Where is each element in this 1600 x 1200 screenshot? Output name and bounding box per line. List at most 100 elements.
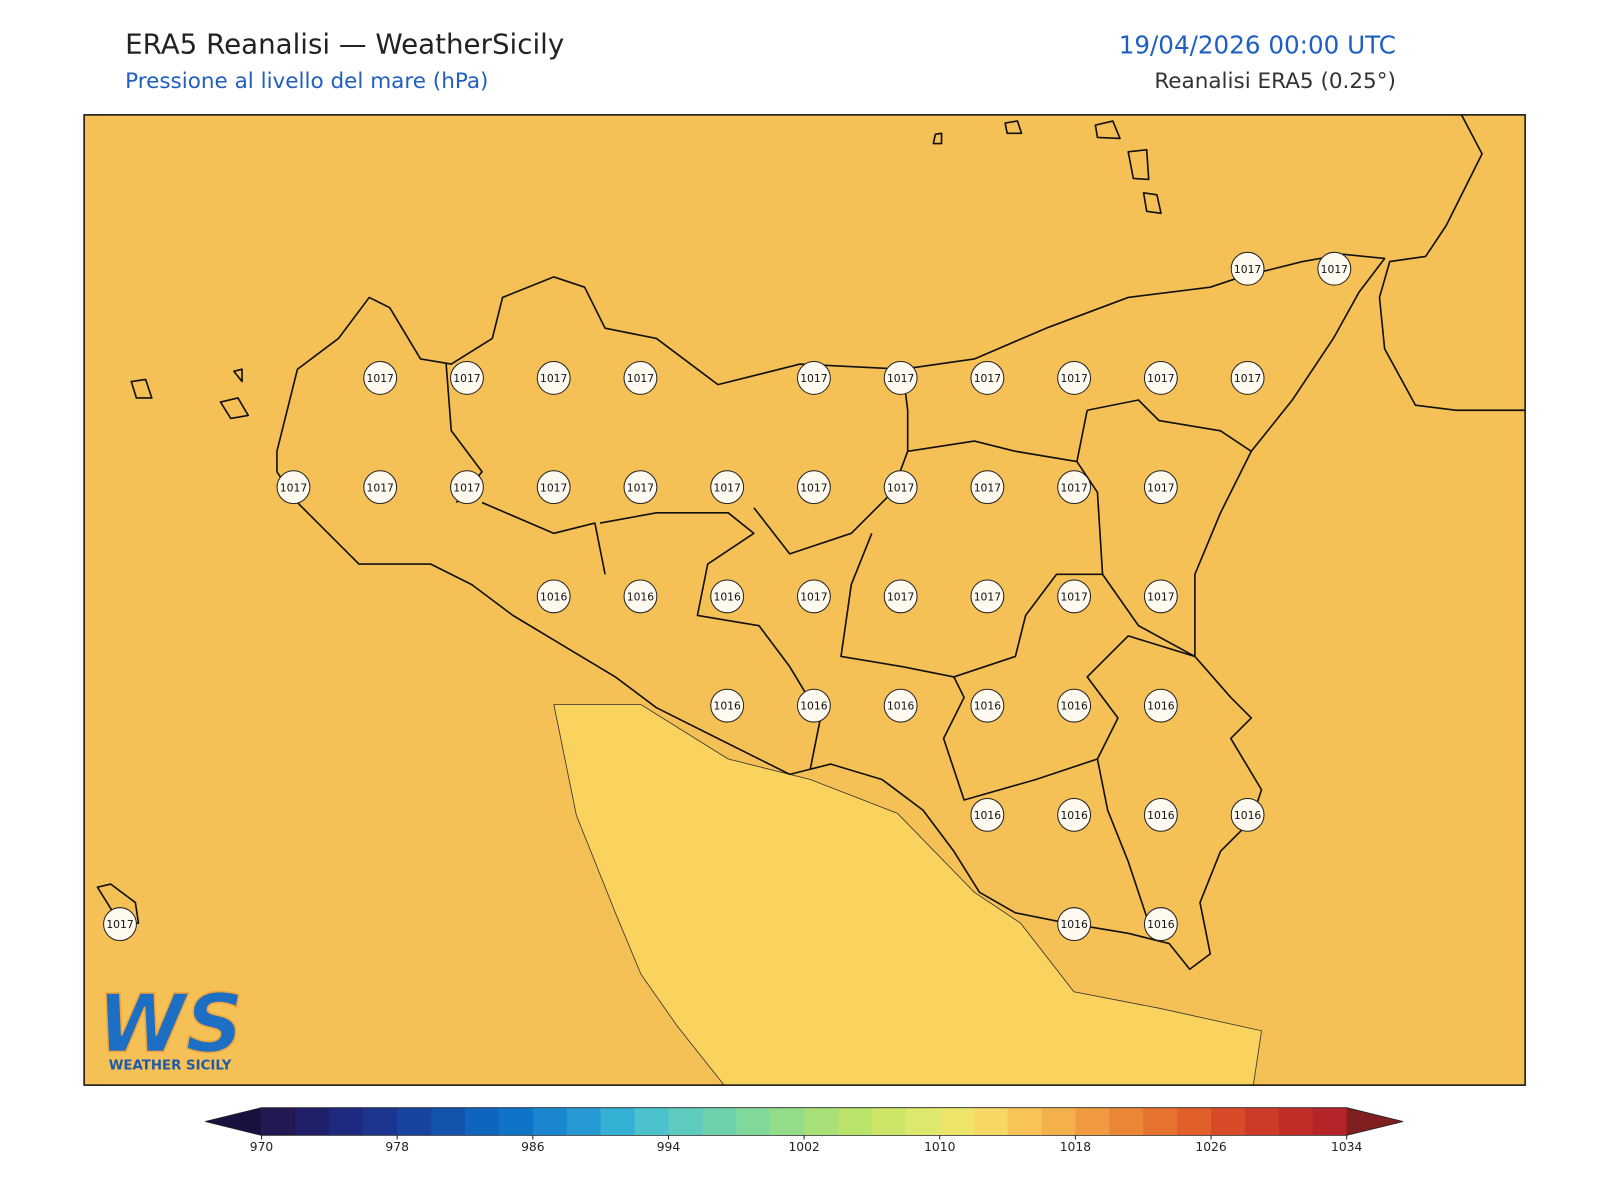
source: Reanalisi ERA5 (0.25°) <box>1154 69 1396 94</box>
colorbar-segment <box>702 1107 737 1136</box>
logo: WS WEATHER SICILY <box>97 977 244 1074</box>
pressure-label: 1017 <box>540 481 567 494</box>
label-circle <box>1057 361 1092 395</box>
label-circle <box>1230 797 1265 832</box>
pressure-label: 1017 <box>974 591 1001 604</box>
label-circle <box>970 688 1005 723</box>
label-circle <box>970 470 1005 505</box>
pressure-label: 1017 <box>713 481 740 494</box>
label-circle <box>796 361 831 395</box>
label-circle <box>623 361 658 395</box>
label-circle <box>796 579 831 614</box>
colorbar-tick-label: 1034 <box>1331 1140 1362 1154</box>
label-circle <box>1057 688 1092 723</box>
label-circle <box>536 579 571 614</box>
colorbar-tick-label: 986 <box>521 1140 545 1154</box>
sicily-coast <box>276 253 1386 971</box>
label-circle <box>363 470 398 505</box>
pressure-label: 1017 <box>540 372 567 385</box>
colorbar-segment <box>634 1107 669 1136</box>
colorbar-segment <box>1109 1107 1144 1136</box>
pressure-label: 1016 <box>1060 918 1088 931</box>
pressure-label: 1016 <box>713 700 741 713</box>
pressure-label: 1017 <box>1060 481 1087 494</box>
colorbar-segment <box>973 1107 1009 1136</box>
colorbar-segment <box>532 1107 568 1136</box>
colorbar-tick-label: 1026 <box>1195 1140 1226 1154</box>
label-circle <box>883 470 918 505</box>
pressure-label: 1017 <box>106 918 133 931</box>
pressure-label: 1017 <box>887 372 914 385</box>
pressure-label: 1016 <box>887 700 915 713</box>
label-circle <box>970 797 1005 832</box>
pressure-label: 1017 <box>280 481 307 494</box>
colorbar-segment <box>1177 1107 1212 1136</box>
colorbar-segment <box>1041 1107 1076 1136</box>
colorbar-segment <box>329 1107 364 1136</box>
logo-mark: WS <box>97 977 243 1070</box>
pressure-label: 1017 <box>974 481 1001 494</box>
pressure-label: 1016 <box>1147 809 1175 822</box>
pressure-label: 1016 <box>800 700 828 713</box>
calabria-coast <box>1378 114 1526 412</box>
label-circle <box>970 579 1005 614</box>
label-circle <box>623 579 658 614</box>
pressure-labels: 1017 1017 1017 1017 1017 1017 1017 1017 1017 1017… <box>103 251 1352 942</box>
label-circle <box>1143 797 1178 832</box>
label-circle <box>970 361 1005 395</box>
label-circle <box>276 470 311 505</box>
province-borders <box>445 364 1252 924</box>
pressure-label: 1016 <box>1060 809 1088 822</box>
pressure-label: 1017 <box>974 372 1001 385</box>
pressure-label: 1017 <box>367 481 394 494</box>
colorbar-segment <box>1312 1107 1348 1136</box>
pressure-label: 1017 <box>1234 263 1261 276</box>
datetime: 19/04/2026 00:00 UTC <box>1119 30 1396 59</box>
label-circle <box>1057 797 1092 832</box>
label-circle <box>1230 251 1265 286</box>
colorbar-segment <box>905 1107 941 1136</box>
label-circle <box>363 361 398 395</box>
label-circle <box>1143 688 1178 723</box>
colorbar-segment <box>804 1107 839 1136</box>
label-circle <box>536 361 571 395</box>
pressure-label: 1017 <box>627 481 654 494</box>
pressure-label: 1016 <box>713 591 741 604</box>
colorbar: 970 978 986 994 1002 1010 1018 1026 1034 <box>205 1107 1404 1154</box>
pressure-label: 1016 <box>1234 809 1262 822</box>
label-circle <box>1057 470 1092 505</box>
label-circle <box>710 470 745 505</box>
colorbar-under <box>205 1107 262 1136</box>
label-circle <box>1143 361 1178 395</box>
label-circle <box>103 907 137 942</box>
label-circle <box>710 688 745 723</box>
colorbar-tick-label: 1018 <box>1060 1140 1091 1154</box>
label-circle <box>710 579 745 614</box>
map-frame <box>83 114 1526 1086</box>
label-circle <box>1057 907 1092 942</box>
colorbar-segment <box>770 1107 805 1136</box>
colorbar-segment <box>838 1107 873 1136</box>
label-circle <box>536 470 571 505</box>
pressure-label: 1017 <box>1060 591 1087 604</box>
pressure-label: 1016 <box>1147 918 1175 931</box>
colorbar-segment <box>1278 1107 1314 1136</box>
label-circle <box>623 470 658 505</box>
pressure-label: 1017 <box>800 591 827 604</box>
pressure-label: 1017 <box>1147 591 1174 604</box>
pressure-label: 1017 <box>453 372 480 385</box>
colorbar-segment <box>261 1107 296 1136</box>
pressure-label: 1017 <box>1234 372 1261 385</box>
pressure-label: 1016 <box>974 809 1002 822</box>
colorbar-over <box>1346 1107 1404 1136</box>
pressure-label: 1017 <box>1147 481 1174 494</box>
colorbar-segment <box>1007 1107 1042 1136</box>
pressure-label: 1017 <box>1147 372 1174 385</box>
colorbar-segment <box>465 1107 500 1136</box>
subtitle: Pressione al livello del mare (hPa) <box>125 69 488 94</box>
pressure-label: 1016 <box>1060 700 1088 713</box>
pressure-label: 1016 <box>627 591 655 604</box>
colorbar-segment <box>1143 1107 1178 1136</box>
